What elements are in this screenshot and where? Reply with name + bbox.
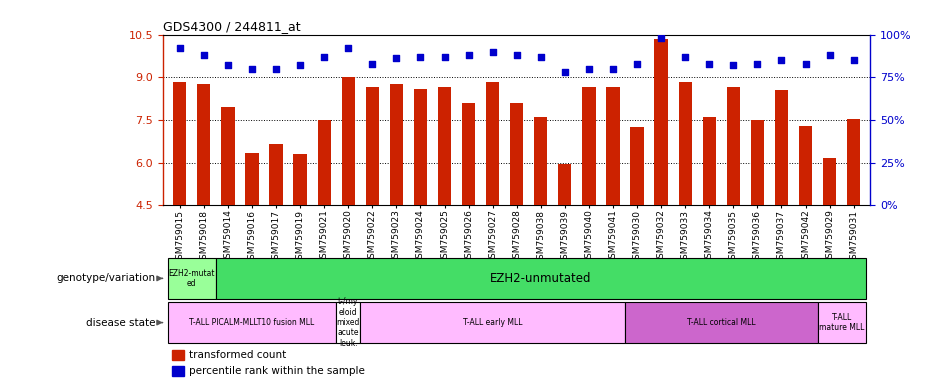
Bar xyxy=(510,103,523,205)
Bar xyxy=(582,87,596,205)
Point xyxy=(365,61,380,67)
Point xyxy=(268,66,283,72)
Bar xyxy=(222,107,235,205)
Bar xyxy=(246,153,259,205)
Bar xyxy=(703,117,716,205)
Bar xyxy=(438,87,452,205)
Point xyxy=(437,54,452,60)
Text: GDS4300 / 244811_at: GDS4300 / 244811_at xyxy=(163,20,301,33)
Bar xyxy=(360,302,625,343)
Point xyxy=(702,61,717,67)
Point xyxy=(846,57,861,63)
Point xyxy=(605,66,620,72)
Point xyxy=(292,62,307,68)
Text: genotype/variation: genotype/variation xyxy=(57,273,155,283)
Bar xyxy=(336,302,360,343)
Point xyxy=(822,52,837,58)
Text: T-ALL early MLL: T-ALL early MLL xyxy=(463,318,522,327)
Text: t-/my
eloid
mixed
acute
leuk.: t-/my eloid mixed acute leuk. xyxy=(336,297,360,348)
Text: percentile rank within the sample: percentile rank within the sample xyxy=(189,366,365,376)
Point xyxy=(389,55,404,61)
Bar xyxy=(197,84,210,205)
Text: T-ALL
mature MLL: T-ALL mature MLL xyxy=(819,313,864,332)
Bar xyxy=(293,154,306,205)
Bar xyxy=(168,302,336,343)
Point xyxy=(221,62,236,68)
Bar xyxy=(366,87,379,205)
Bar xyxy=(317,120,331,205)
Bar xyxy=(342,77,355,205)
Point xyxy=(798,61,813,67)
Bar xyxy=(462,103,475,205)
Point xyxy=(629,61,644,67)
Bar xyxy=(172,350,184,361)
Text: T-ALL cortical MLL: T-ALL cortical MLL xyxy=(687,318,756,327)
Bar xyxy=(679,81,692,205)
Point xyxy=(750,61,765,67)
Bar xyxy=(799,126,812,205)
Text: EZH2-mutat
ed: EZH2-mutat ed xyxy=(169,269,215,288)
Point xyxy=(485,49,500,55)
Text: disease state: disease state xyxy=(87,318,155,328)
Bar xyxy=(413,89,427,205)
Point xyxy=(461,52,476,58)
Point xyxy=(678,54,693,60)
Bar xyxy=(817,302,866,343)
Bar xyxy=(847,119,860,205)
Point xyxy=(582,66,597,72)
Bar xyxy=(727,87,740,205)
Point xyxy=(558,69,573,75)
Point xyxy=(774,57,789,63)
Point xyxy=(654,35,668,41)
Bar xyxy=(534,117,547,205)
Bar xyxy=(486,81,499,205)
Text: transformed count: transformed count xyxy=(189,350,286,360)
Bar xyxy=(750,120,764,205)
Bar xyxy=(168,258,216,299)
Bar xyxy=(630,127,643,205)
Bar xyxy=(775,90,788,205)
Point xyxy=(533,54,548,60)
Bar xyxy=(606,87,620,205)
Point xyxy=(509,52,524,58)
Point xyxy=(172,45,187,51)
Point xyxy=(413,54,428,60)
Point xyxy=(196,52,211,58)
Bar xyxy=(173,81,186,205)
Bar xyxy=(390,84,403,205)
Text: EZH2-unmutated: EZH2-unmutated xyxy=(490,272,591,285)
Bar xyxy=(172,366,184,376)
Text: T-ALL PICALM-MLLT10 fusion MLL: T-ALL PICALM-MLLT10 fusion MLL xyxy=(189,318,315,327)
Point xyxy=(341,45,356,51)
Bar xyxy=(625,302,817,343)
Bar xyxy=(654,39,668,205)
Bar xyxy=(269,144,283,205)
Bar xyxy=(559,164,572,205)
Point xyxy=(317,54,331,60)
Point xyxy=(245,66,260,72)
Bar xyxy=(823,159,836,205)
Point xyxy=(726,62,741,68)
